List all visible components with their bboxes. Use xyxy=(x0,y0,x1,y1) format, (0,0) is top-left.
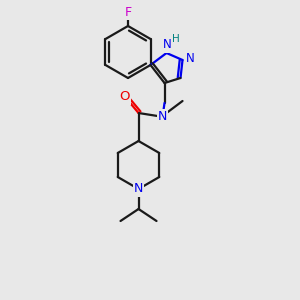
Text: O: O xyxy=(119,91,130,103)
Text: N: N xyxy=(163,38,172,52)
Text: F: F xyxy=(124,5,132,19)
Text: N: N xyxy=(186,52,195,65)
Text: N: N xyxy=(158,110,167,124)
Text: H: H xyxy=(172,34,179,44)
Text: N: N xyxy=(134,182,143,196)
